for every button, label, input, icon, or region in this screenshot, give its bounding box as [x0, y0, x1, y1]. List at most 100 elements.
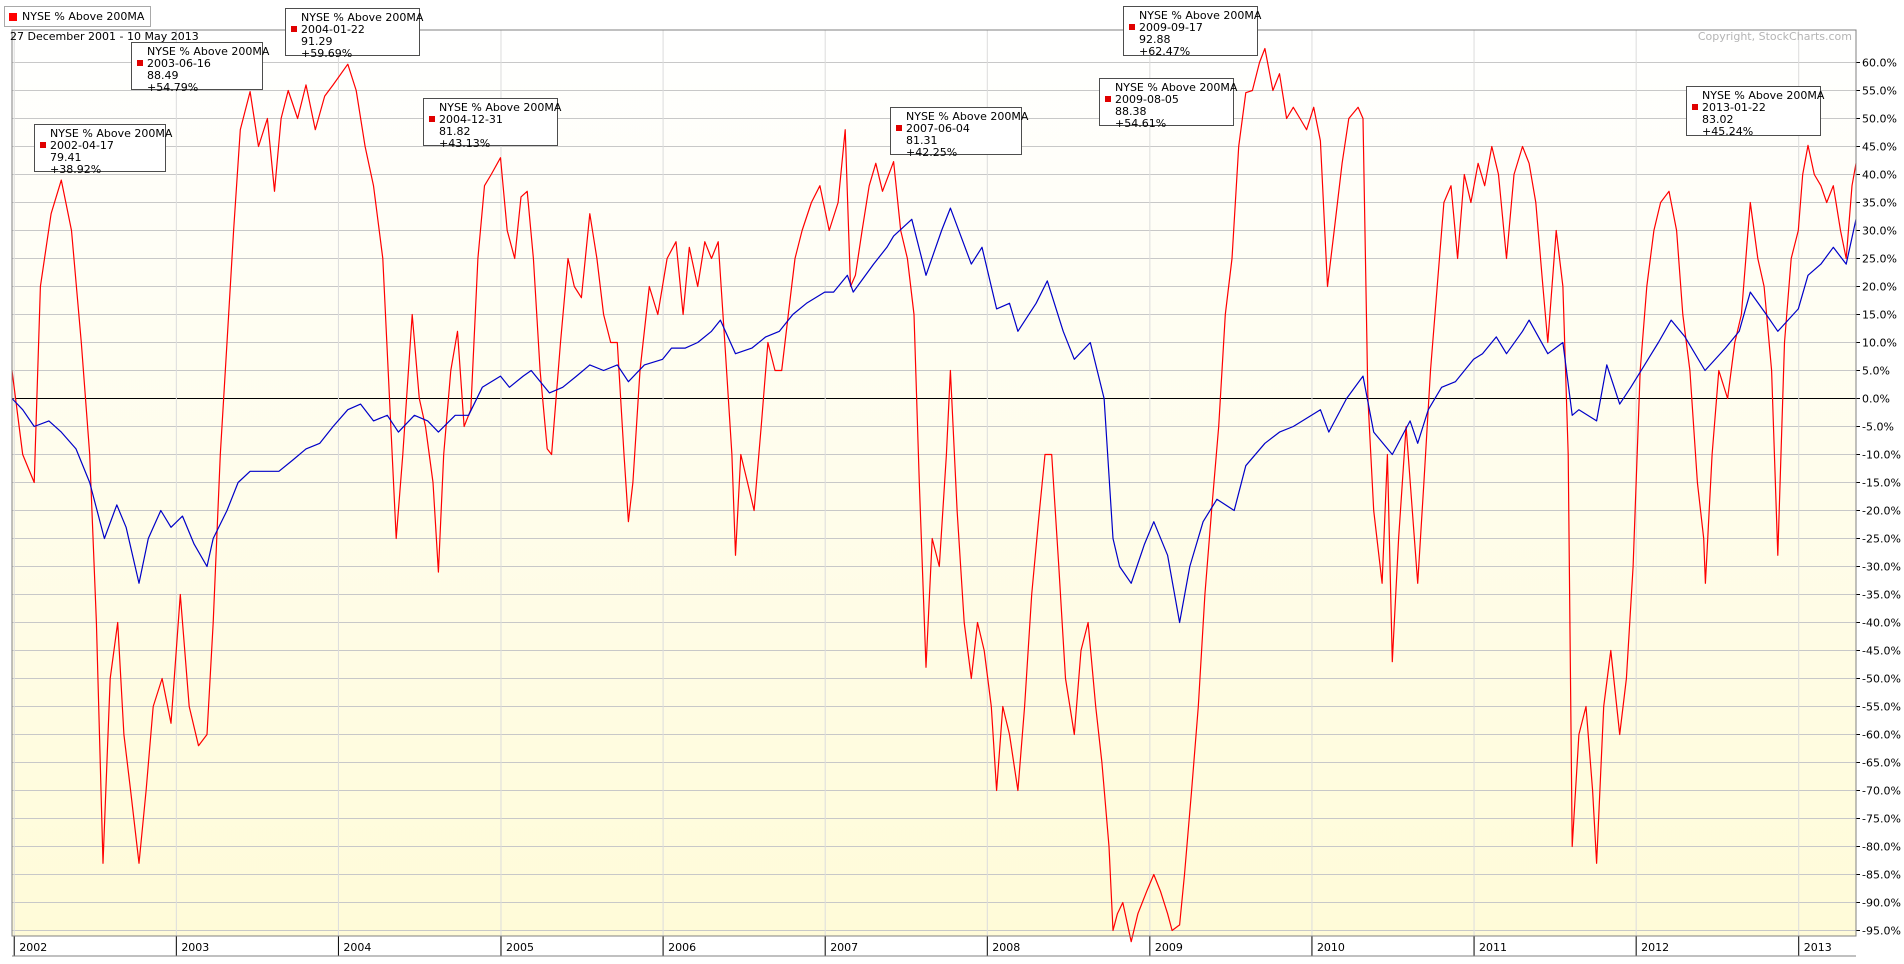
x-tick-label: 2010 — [1317, 941, 1345, 954]
y-tick-label: -35.0% — [1862, 589, 1901, 602]
y-tick-label: 10.0% — [1862, 337, 1897, 350]
y-tick-label: 25.0% — [1862, 253, 1897, 266]
annotation-title: NYSE % Above 200MA — [906, 110, 1029, 123]
annotation-pct: +42.25% — [906, 146, 958, 159]
y-tick-label: -20.0% — [1862, 505, 1901, 518]
x-tick-label: 2011 — [1479, 941, 1507, 954]
x-tick-label: 2012 — [1641, 941, 1669, 954]
y-tick-label: 30.0% — [1862, 225, 1897, 238]
annotation-date: 2009-09-17 — [1139, 21, 1203, 34]
x-tick-label: 2007 — [830, 941, 858, 954]
annotation-box: NYSE % Above 200MA 2013-01-22 83.02 +45.… — [1686, 86, 1825, 138]
annotation-date: 2013-01-22 — [1702, 101, 1766, 114]
y-tick-label: 35.0% — [1862, 197, 1897, 210]
x-tick-label: 2006 — [668, 941, 696, 954]
annotation-title: NYSE % Above 200MA — [1139, 9, 1262, 22]
annotation-marker — [896, 125, 902, 131]
y-tick-label: -70.0% — [1862, 785, 1901, 798]
annotation-date: 2004-12-31 — [439, 113, 503, 126]
annotation-pct: +54.61% — [1115, 117, 1167, 130]
annotation-title: NYSE % Above 200MA — [1702, 89, 1825, 102]
x-tick-label: 2009 — [1155, 941, 1183, 954]
y-tick-label: 0.0% — [1862, 393, 1890, 406]
annotation-marker — [137, 60, 143, 66]
annotation-marker — [1692, 104, 1698, 110]
y-tick-label: 40.0% — [1862, 169, 1897, 182]
annotation-value: 81.31 — [906, 134, 938, 147]
y-tick-label: -95.0% — [1862, 925, 1901, 938]
y-tick-label: -15.0% — [1862, 477, 1901, 490]
y-tick-label: -25.0% — [1862, 533, 1901, 546]
y-tick-label: -65.0% — [1862, 757, 1901, 770]
annotation-marker — [40, 142, 46, 148]
annotation-marker — [291, 26, 297, 32]
annotation-pct: +38.92% — [50, 163, 102, 176]
annotation-box: NYSE % Above 200MA 2009-08-05 88.38 +54.… — [1099, 78, 1238, 130]
copyright-text: Copyright, StockCharts.com — [1697, 30, 1852, 43]
plot-frame — [11, 29, 1857, 937]
annotation-date: 2007-06-04 — [906, 122, 970, 135]
annotation-title: NYSE % Above 200MA — [301, 11, 424, 24]
y-tick-label: 20.0% — [1862, 281, 1897, 294]
annotation-box: NYSE % Above 200MA 2003-06-16 88.49 +54.… — [131, 42, 270, 94]
annotation-pct: +43.13% — [439, 137, 491, 150]
y-tick-label: -10.0% — [1862, 449, 1901, 462]
annotation-box: NYSE % Above 200MA 2004-12-31 81.82 +43.… — [423, 98, 562, 150]
x-tick-label: 2005 — [506, 941, 534, 954]
annotation-marker — [1129, 24, 1135, 30]
annotation-marker — [429, 116, 435, 122]
y-tick-label: -75.0% — [1862, 813, 1901, 826]
y-tick-label: 55.0% — [1862, 85, 1897, 98]
series-line-nyse-composite — [11, 207, 1857, 624]
annotation-value: 83.02 — [1702, 113, 1734, 126]
legend: NYSE % Above 200MA — [4, 6, 152, 27]
annotation-pct: +59.69% — [301, 47, 353, 60]
series-lines — [11, 47, 1857, 943]
annotation-title: NYSE % Above 200MA — [1115, 81, 1238, 94]
annotation-date: 2003-06-16 — [147, 57, 211, 70]
annotation-value: 91.29 — [301, 35, 333, 48]
annotation-box: NYSE % Above 200MA 2007-06-04 81.31 +42.… — [890, 107, 1029, 159]
y-tick-label: -45.0% — [1862, 645, 1901, 658]
annotation-value: 79.41 — [50, 151, 82, 164]
y-tick-label: 5.0% — [1862, 365, 1890, 378]
legend-label: NYSE % Above 200MA — [22, 10, 145, 23]
annotation-marker — [1105, 96, 1111, 102]
y-tick-label: -80.0% — [1862, 841, 1901, 854]
y-tick-label: -55.0% — [1862, 701, 1901, 714]
annotation-value: 88.38 — [1115, 105, 1147, 118]
annotation-title: NYSE % Above 200MA — [147, 45, 270, 58]
annotation-value: 88.49 — [147, 69, 179, 82]
annotation-pct: +54.79% — [147, 81, 199, 94]
annotation-title: NYSE % Above 200MA — [50, 127, 173, 140]
y-tick-label: -40.0% — [1862, 617, 1901, 630]
date-range: 27 December 2001 - 10 May 2013 — [10, 30, 199, 43]
y-tick-label: 15.0% — [1862, 309, 1897, 322]
x-tick-label: 2003 — [181, 941, 209, 954]
x-tick-label: 2002 — [19, 941, 47, 954]
annotation-title: NYSE % Above 200MA — [439, 101, 562, 114]
legend-swatch — [9, 12, 17, 21]
annotation-value: 92.88 — [1139, 33, 1171, 46]
annotation-pct: +62.47% — [1139, 45, 1191, 58]
y-tick-label: -5.0% — [1862, 421, 1894, 434]
annotation-date: 2009-08-05 — [1115, 93, 1179, 106]
y-tick-label: -50.0% — [1862, 673, 1901, 686]
annotation-value: 81.82 — [439, 125, 471, 138]
x-tick-label: 2004 — [343, 941, 371, 954]
annotation-date: 2002-04-17 — [50, 139, 114, 152]
y-tick-label: 50.0% — [1862, 113, 1897, 126]
series-line-percent-above-200ma — [11, 47, 1857, 943]
y-tick-label: 60.0% — [1862, 57, 1897, 70]
annotation-date: 2004-01-22 — [301, 23, 365, 36]
y-tick-label: -85.0% — [1862, 869, 1901, 882]
y-tick-label: -30.0% — [1862, 561, 1901, 574]
x-tick-label: 2008 — [992, 941, 1020, 954]
annotation-box: NYSE % Above 200MA 2009-09-17 92.88 +62.… — [1123, 6, 1262, 58]
y-tick-label: 45.0% — [1862, 141, 1897, 154]
annotation-pct: +45.24% — [1702, 125, 1754, 138]
axes: 60.0% 55.0% 50.0% 45.0% 40.0% 35.0% 30.0% 25.0%… — [11, 29, 1901, 957]
annotation-box: NYSE % Above 200MA 2004-01-22 91.29 +59.… — [285, 8, 424, 60]
y-tick-label: -60.0% — [1862, 729, 1901, 742]
